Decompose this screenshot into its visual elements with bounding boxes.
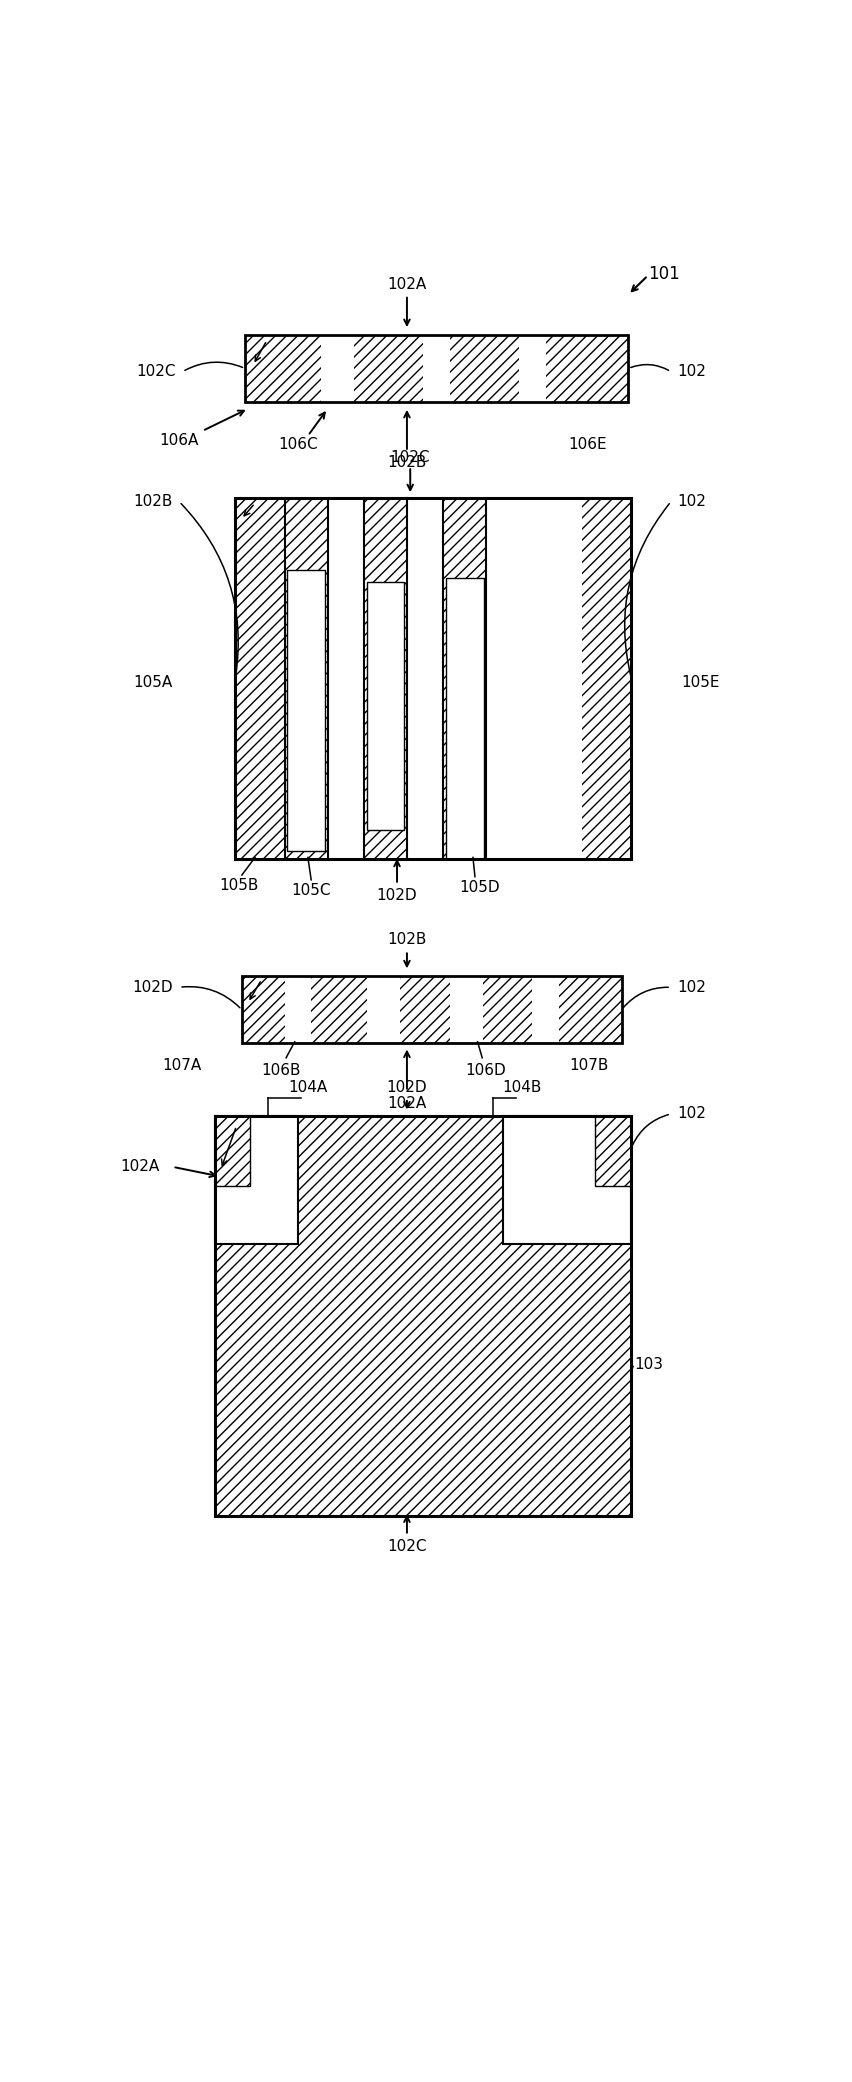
Bar — [367, 976, 400, 1043]
Text: 107A: 107A — [163, 1058, 202, 1072]
Bar — [400, 976, 450, 1043]
Bar — [242, 976, 622, 1043]
Bar — [245, 335, 321, 402]
Bar — [216, 1116, 250, 1187]
Text: 102: 102 — [677, 364, 706, 379]
Text: 105C: 105C — [291, 883, 331, 897]
Text: 105D: 105D — [459, 881, 500, 895]
Text: 107B: 107B — [569, 1058, 608, 1072]
Text: 102C: 102C — [136, 364, 176, 379]
Text: 105E: 105E — [681, 675, 719, 691]
Bar — [423, 335, 450, 402]
Text: 106A: 106A — [159, 433, 199, 448]
Bar — [216, 1116, 298, 1243]
Text: 102A: 102A — [388, 1097, 427, 1112]
Text: 102B: 102B — [133, 493, 173, 508]
Text: 102D: 102D — [132, 981, 173, 995]
Text: 102A: 102A — [120, 1160, 159, 1174]
Text: 102A: 102A — [388, 277, 427, 291]
Bar — [354, 335, 423, 402]
Bar — [483, 976, 532, 1043]
Bar — [242, 976, 285, 1043]
Bar — [216, 1116, 631, 1516]
Bar — [242, 976, 622, 1043]
Bar — [450, 976, 483, 1043]
Text: 102: 102 — [677, 981, 706, 995]
Text: 101: 101 — [648, 264, 680, 283]
Text: 102: 102 — [677, 493, 706, 508]
Text: 105B: 105B — [219, 879, 258, 893]
Text: 102C: 102C — [390, 450, 430, 464]
Bar — [245, 335, 628, 402]
Bar — [545, 335, 628, 402]
Text: 104B: 104B — [503, 1081, 542, 1095]
Text: 106C: 106C — [278, 437, 318, 452]
Bar — [519, 335, 545, 402]
Text: 102B: 102B — [388, 456, 427, 471]
Bar — [321, 335, 354, 402]
Bar — [366, 581, 405, 831]
Bar — [285, 498, 582, 860]
Text: 104A: 104A — [288, 1081, 327, 1095]
Bar — [216, 1116, 631, 1516]
Bar — [285, 976, 311, 1043]
Text: 102C: 102C — [387, 1539, 427, 1553]
Text: 102D: 102D — [387, 1081, 427, 1095]
Text: 102B: 102B — [388, 933, 427, 947]
Text: 106E: 106E — [569, 437, 607, 452]
Bar — [235, 498, 631, 860]
Bar — [311, 976, 367, 1043]
Bar — [235, 498, 285, 860]
Bar — [446, 579, 484, 860]
Bar — [450, 335, 519, 402]
Bar — [582, 498, 631, 860]
Bar — [287, 570, 325, 852]
Text: 102D: 102D — [377, 887, 417, 904]
Bar — [245, 335, 628, 402]
Text: 102: 102 — [677, 1106, 706, 1122]
Bar — [285, 498, 328, 860]
Text: 105A: 105A — [133, 675, 173, 691]
Bar — [532, 976, 559, 1043]
Bar — [503, 1116, 631, 1243]
Bar — [559, 976, 622, 1043]
Text: 106D: 106D — [466, 1062, 507, 1078]
Bar — [216, 1116, 250, 1187]
Bar — [235, 498, 631, 860]
Bar — [443, 498, 486, 860]
Bar — [595, 1116, 631, 1187]
Text: 106B: 106B — [262, 1062, 302, 1078]
Bar — [595, 1116, 631, 1187]
Bar — [364, 498, 407, 860]
Text: 103: 103 — [635, 1357, 664, 1372]
